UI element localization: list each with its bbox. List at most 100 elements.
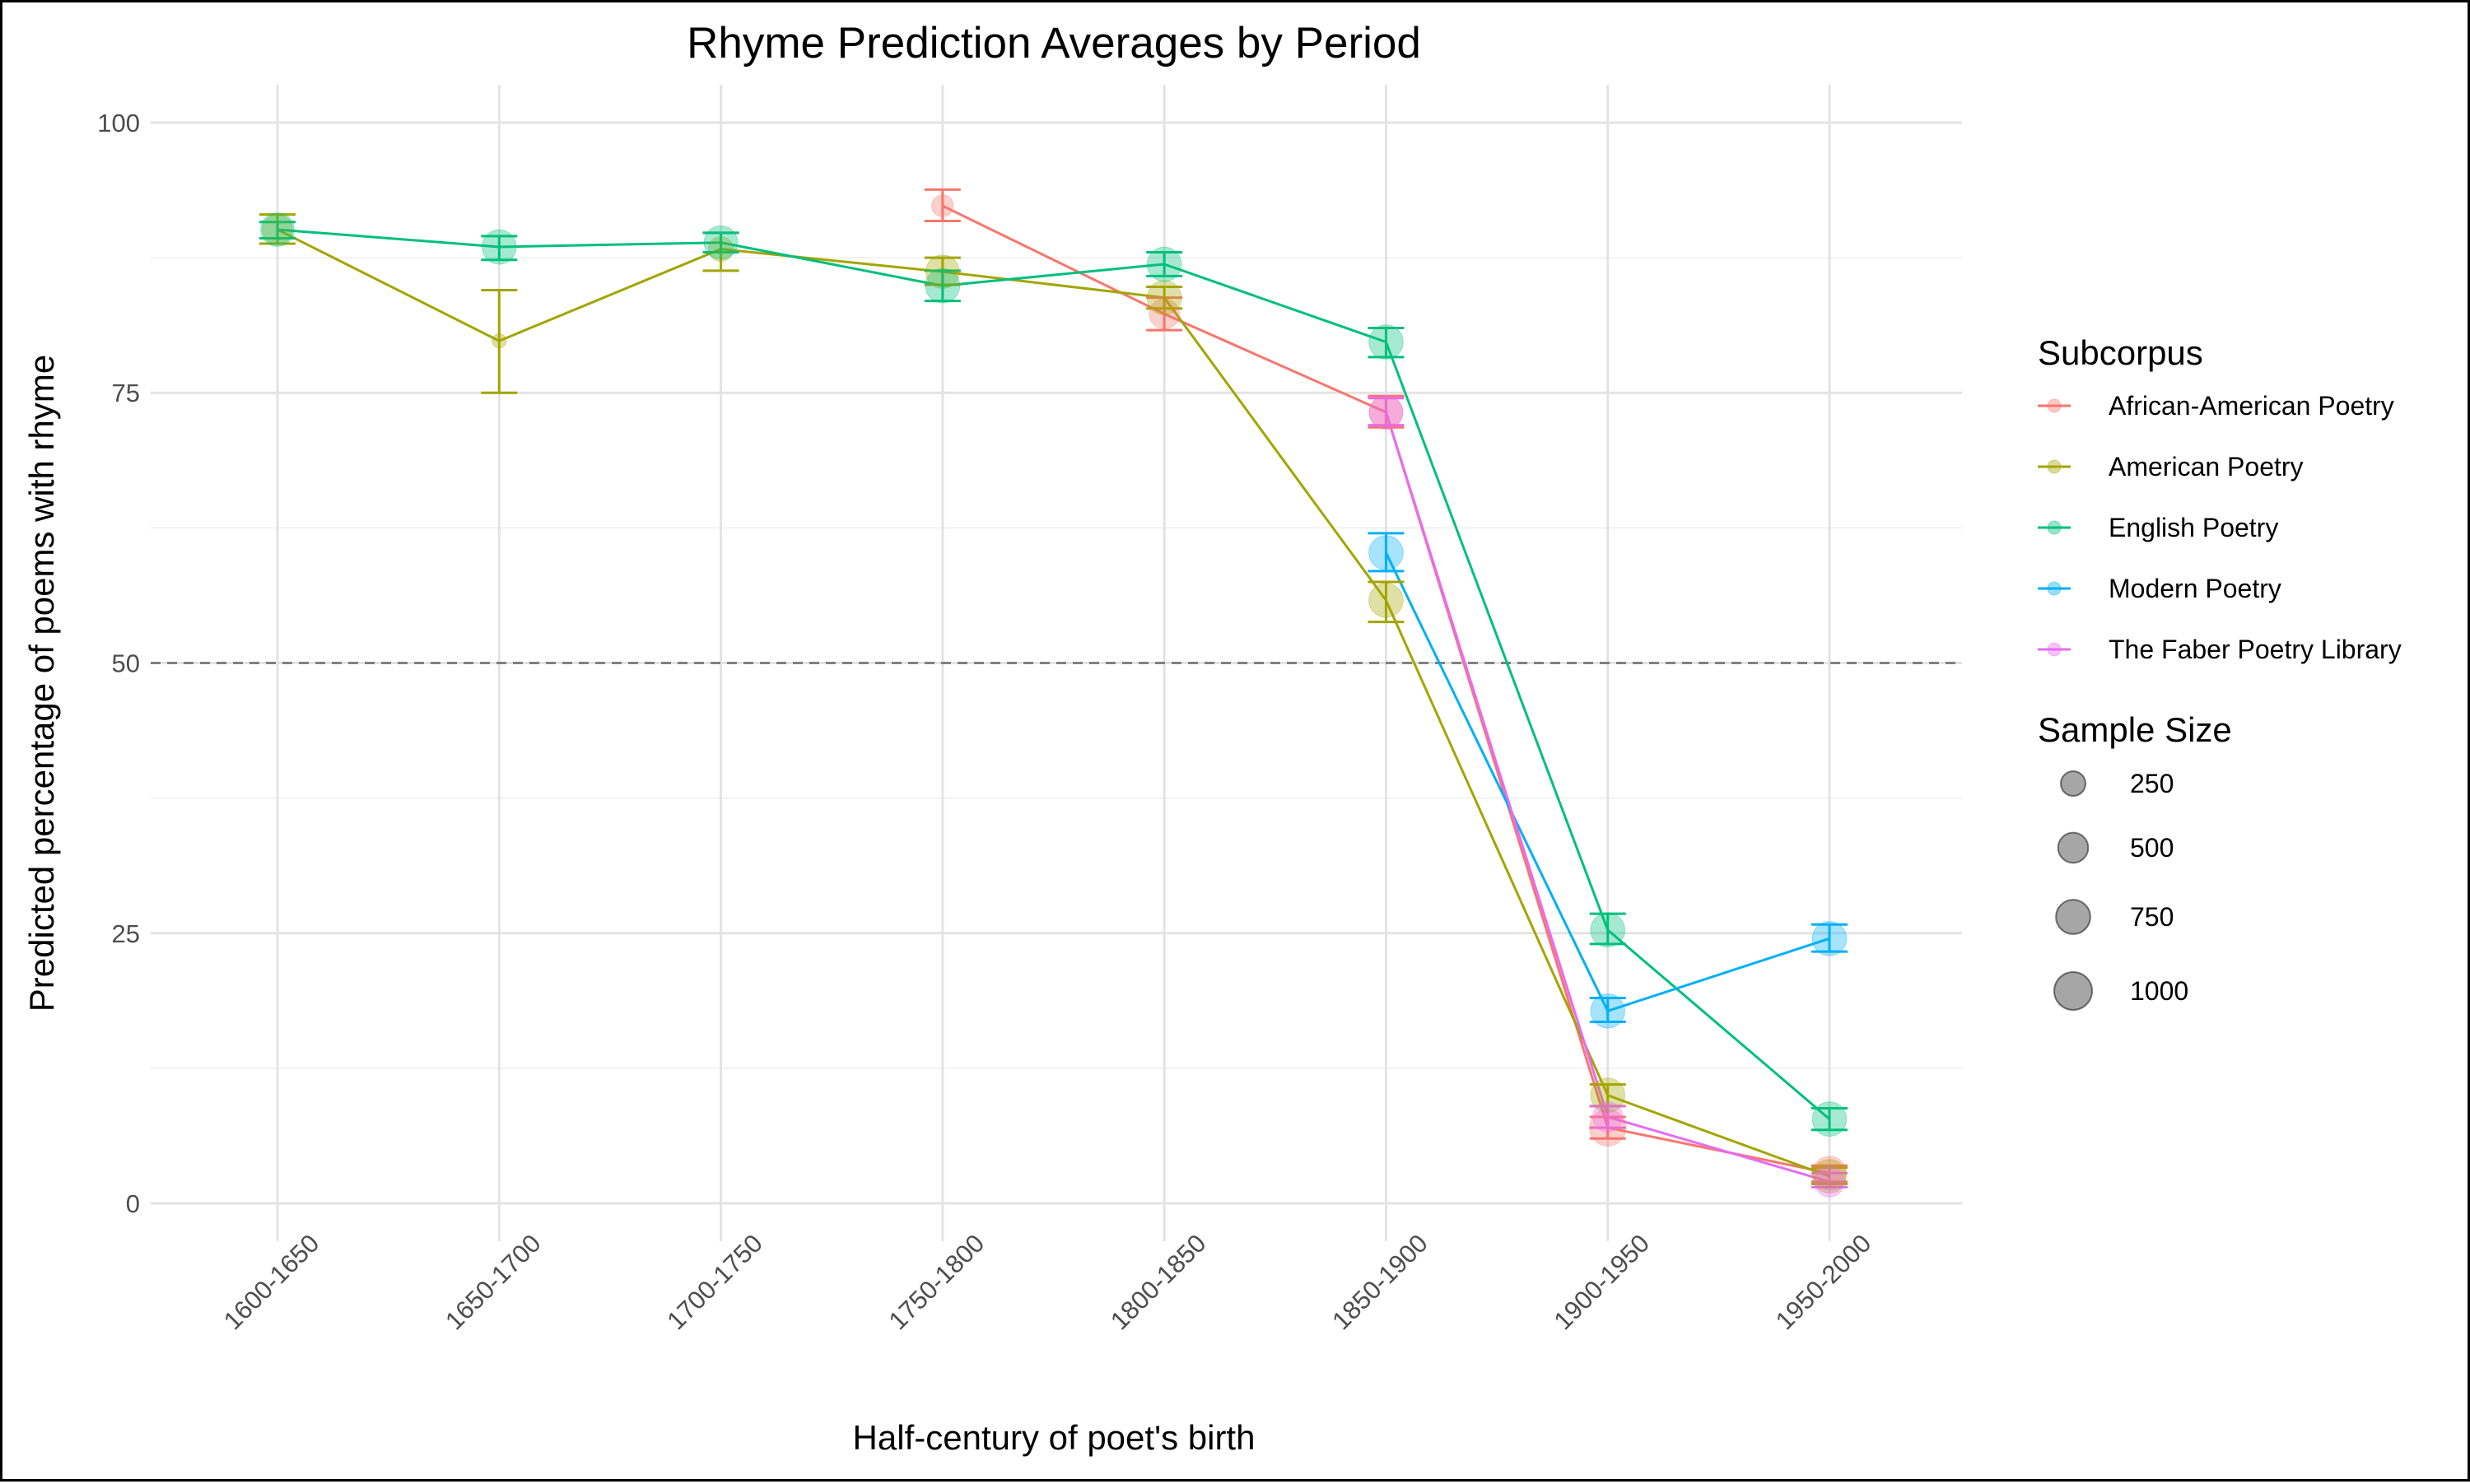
legend-size-entries: 250 500 750 1000 [2053,769,2188,1011]
data-point-american-poetry-1800-1850 [1146,280,1182,316]
series-lines [277,204,1830,1184]
legend-size-label-1000: 1000 [2130,976,2188,1006]
legend-size-circle [2053,971,2093,1011]
data-point-african-american-poetry-1800-1850 [1149,298,1180,330]
legend-entry-the-faber-poetry-library: The Faber Poetry Library [2038,635,2402,664]
data-point-english-poetry-1600-1650 [260,212,295,247]
x-tick-label-1750-1800: 1750-1800 [883,1229,990,1336]
legend-size-entry-500: 500 [2057,831,2174,864]
error-bar-english-poetry-1700-1750 [702,231,739,254]
data-point-english-poetry-1800-1850 [1146,246,1182,282]
data-point-african-american-poetry-1750-1800 [931,194,954,217]
legend-entry-modern-poetry: Modern Poetry [2038,574,2281,603]
legend-title-sample-size: Sample Size [2038,710,2232,749]
data-point-english-poetry-1900-1950 [1590,912,1626,948]
data-point-american-poetry-1650-1700 [492,333,507,349]
legend-entry-american-poetry: American Poetry [2038,452,2304,481]
data-point-the-faber-poetry-library-1950-2000 [1814,1165,1845,1198]
data-point-the-faber-poetry-library-1850-1900 [1368,394,1404,430]
error-bar-the-faber-poetry-library-1850-1900 [1368,397,1405,427]
chart-title: Rhyme Prediction Averages by Period [687,19,1421,67]
legend-label-english-poetry: English Poetry [2109,513,2278,542]
legend-entry-african-american-poetry: African-American Poetry [2038,391,2394,421]
error-bar-the-faber-poetry-library-1950-2000 [1811,1171,1848,1189]
legend-label-modern-poetry: Modern Poetry [2109,574,2281,603]
series-line-english-poetry [277,228,1830,1120]
legend-size-circle [2057,831,2090,864]
data-point-american-poetry-1850-1900 [1368,582,1404,618]
legend-marker [2047,642,2062,657]
error-bar-english-poetry-1750-1800 [924,269,961,303]
y-axis-title: Predicted percentage of poems with rhyme [22,355,61,1012]
legend-label-the-faber-poetry-library: The Faber Poetry Library [2109,635,2402,664]
x-tick-label-1850-1900: 1850-1900 [1326,1229,1433,1336]
data-point-american-poetry-1900-1950 [1590,1077,1626,1114]
data-point-modern-poetry-1850-1900 [1368,535,1404,570]
error-bar-african-american-poetry-1750-1800 [924,188,961,222]
legend-size-entry-750: 750 [2055,899,2174,935]
data-point-african-american-poetry-1950-2000 [1812,1156,1847,1191]
data-point-english-poetry-1700-1750 [703,225,739,260]
x-tick-label-1600-1650: 1600-1650 [218,1229,325,1336]
data-point-the-faber-poetry-library-1900-1950 [1592,1101,1624,1133]
error-bar-the-faber-poetry-library-1900-1950 [1589,1105,1626,1129]
legend-label-american-poetry: American Poetry [2109,452,2304,481]
data-point-english-poetry-1650-1700 [481,229,517,265]
error-bar-modern-poetry-1950-2000 [1811,923,1848,953]
x-tick-label-1700-1750: 1700-1750 [661,1229,768,1336]
x-tick-label-1950-2000: 1950-2000 [1770,1229,1877,1336]
legend-title-subcorpus: Subcorpus [2038,333,2203,372]
data-point-english-poetry-1850-1900 [1368,324,1404,360]
data-point-american-poetry-1700-1750 [708,236,734,263]
error-bar-english-poetry-1800-1850 [1146,251,1183,277]
data-point-american-poetry-1950-2000 [1812,1159,1847,1194]
x-tick-label-1800-1850: 1800-1850 [1105,1229,1212,1336]
legend-size-entry-1000: 1000 [2053,971,2188,1011]
y-tick-label-100: 100 [97,109,140,137]
data-point-american-poetry-1600-1650 [262,214,293,245]
error-bar-english-poetry-1650-1700 [481,235,518,262]
error-bar-modern-poetry-1850-1900 [1368,532,1405,573]
legend-label-african-american-poetry: African-American Poetry [2109,391,2394,421]
x-tick-label-1900-1950: 1900-1950 [1549,1229,1656,1336]
series-line-american-poetry [277,228,1830,1178]
error-bar-english-poetry-1850-1900 [1368,326,1405,359]
data-point-modern-poetry-1900-1950 [1590,993,1626,1029]
legend: Subcorpus African-American Poetry America… [2038,333,2402,1011]
legend-size-circle [2060,770,2086,797]
data-point-english-poetry-1750-1800 [925,267,961,304]
legend-size-label-500: 500 [2130,833,2174,863]
x-tick-label-1650-1700: 1650-1700 [440,1229,547,1336]
legend-marker [2047,459,2062,474]
legend-size-label-250: 250 [2130,769,2174,798]
error-bar-english-poetry-1950-2000 [1811,1106,1848,1132]
legend-size-circle [2055,899,2091,935]
error-bar-modern-poetry-1900-1950 [1589,997,1626,1023]
y-tick-label-0: 0 [126,1189,140,1218]
x-axis-ticks: 1600-1650 1650-1700 1700-1750 1750-1800 1800… [218,1229,1877,1336]
legend-size-entry-250: 250 [2060,769,2174,798]
legend-marker [2047,520,2062,535]
error-bar-english-poetry-1900-1950 [1589,912,1626,946]
y-axis-ticks: 0 25 50 75 100 [97,109,140,1218]
data-point-modern-poetry-1950-2000 [1811,920,1848,956]
error-bar-english-poetry-1600-1650 [259,221,296,240]
legend-entry-english-poetry: English Poetry [2038,513,2278,542]
y-tick-label-50: 50 [112,649,140,678]
x-axis-title: Half-century of poet's birth [853,1418,1256,1457]
data-point-american-poetry-1750-1800 [925,254,960,290]
legend-marker [2047,581,2062,596]
error-bar-american-poetry-1650-1700 [481,288,518,394]
y-tick-label-25: 25 [112,919,140,948]
error-bar-american-poetry-1850-1900 [1368,580,1405,624]
error-bars [259,188,1848,1189]
legend-series-entries: African-American Poetry American Poetry En… [2038,391,2402,664]
y-tick-label-75: 75 [112,379,140,407]
legend-marker [2047,398,2062,413]
data-point-african-american-poetry-1900-1950 [1589,1109,1627,1147]
legend-size-label-750: 750 [2130,902,2174,932]
data-points [260,194,1848,1198]
error-bar-american-poetry-1800-1850 [1146,286,1183,310]
